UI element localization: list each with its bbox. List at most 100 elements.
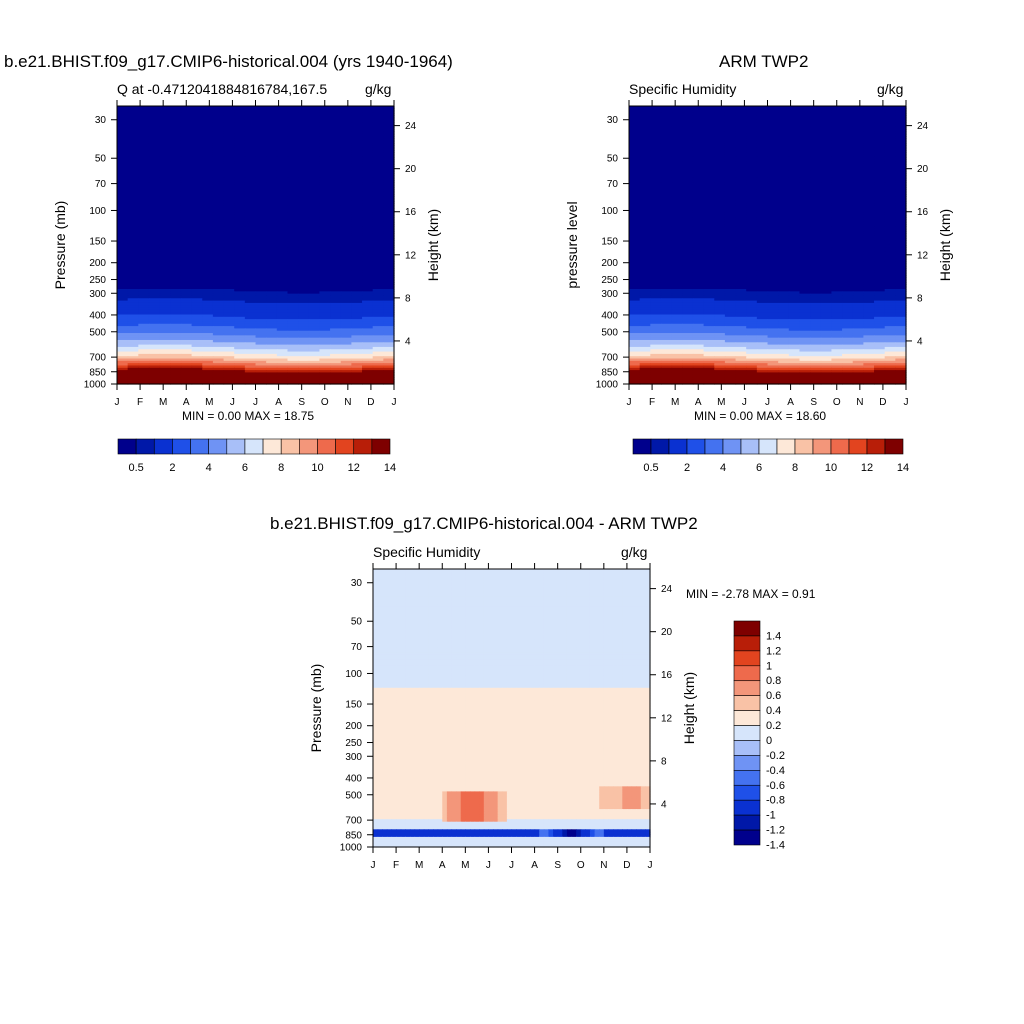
heatmap-cell: [810, 247, 822, 251]
heatmap-cell: [362, 133, 374, 137]
heatmap-cell: [266, 249, 278, 253]
heatmap-cell: [223, 307, 235, 311]
heatmap-cell: [255, 214, 267, 218]
heatmap-cell: [383, 219, 395, 223]
heatmap-cell: [746, 228, 758, 232]
heatmap-cell: [778, 198, 790, 202]
heatmap-cell: [372, 126, 384, 130]
heatmap-cell: [308, 136, 321, 140]
heatmap-cell: [287, 261, 299, 265]
heatmap-cell: [117, 333, 129, 336]
heatmap-cell: [692, 126, 705, 130]
heatmap-cell: [874, 242, 886, 246]
heatmap-cell: [340, 168, 352, 172]
heatmap-cell: [191, 173, 203, 177]
heatmap-cell: [170, 342, 182, 346]
heatmap-cell: [692, 214, 705, 218]
heatmap-cell: [276, 133, 289, 137]
heatmap-cell: [202, 321, 214, 325]
heatmap-cell: [255, 226, 267, 230]
heatmap-cell: [831, 180, 843, 184]
heatmap-cell: [255, 177, 267, 181]
heatmap-cell: [287, 235, 299, 239]
heatmap-cell: [671, 143, 683, 146]
heatmap-cell: [362, 240, 374, 244]
heatmap-cell: [276, 207, 289, 211]
heatmap-cell: [244, 295, 257, 299]
heatmap-cell: [340, 321, 352, 325]
heatmap-cell: [874, 247, 886, 251]
heatmap-cell: [191, 147, 203, 151]
heatmap-cell: [159, 261, 171, 265]
heatmap-cell: [148, 108, 161, 112]
heatmap-cell: [767, 108, 779, 112]
heatmap-cell: [746, 247, 758, 251]
heatmap-cell: [660, 112, 673, 116]
heatmap-cell: [276, 307, 289, 311]
heatmap-cell: [319, 286, 331, 290]
heatmap-cell: [724, 196, 737, 200]
heatmap-cell: [148, 370, 161, 374]
heatmap-cell: [372, 293, 384, 297]
heatmap-cell: [223, 126, 235, 130]
heatmap-cell: [372, 282, 384, 285]
heatmap-cell: [756, 106, 769, 109]
heatmap-cell: [319, 161, 331, 165]
heatmap-cell: [202, 177, 214, 181]
heatmap-cell: [223, 381, 235, 385]
heatmap-cell: [660, 145, 673, 149]
heatmap-cell: [159, 275, 171, 279]
heatmap-cell: [682, 166, 694, 170]
heatmap-cell: [746, 189, 758, 193]
heatmap-cell: [127, 349, 139, 353]
heatmap-cell: [244, 126, 257, 130]
heatmap-cell: [660, 251, 673, 255]
heatmap-cell: [255, 286, 267, 290]
heatmap-cell: [682, 129, 694, 133]
heatmap-cell: [319, 184, 331, 188]
heatmap-cell: [276, 337, 289, 341]
heatmap-cell: [266, 344, 278, 348]
heatmap-cell: [255, 300, 267, 304]
heatmap-cell: [682, 122, 694, 126]
heatmap-cell: [874, 231, 886, 235]
heatmap-cell: [180, 335, 193, 339]
heatmap-cell: [170, 261, 182, 265]
heatmap-cell: [244, 187, 257, 190]
heatmap-cell: [212, 173, 225, 177]
heatmap-cell: [308, 189, 321, 193]
heatmap-cell: [778, 256, 790, 260]
heatmap-cell: [287, 360, 299, 364]
heatmap-cell: [138, 305, 150, 309]
heatmap-cell: [266, 110, 278, 114]
heatmap-cell: [148, 198, 161, 202]
heatmap-cell: [660, 150, 673, 153]
heatmap-cell: [746, 214, 758, 218]
heatmap-cell: [127, 326, 139, 329]
heatmap-cell: [298, 314, 310, 318]
heatmap-cell: [703, 219, 715, 223]
heatmap-cell: [308, 175, 321, 179]
heatmap-cell: [244, 374, 257, 378]
heatmap-cell: [202, 131, 214, 135]
heatmap-cell: [788, 203, 801, 207]
heatmap-cell: [383, 168, 395, 172]
heatmap-cell: [884, 228, 896, 232]
heatmap-cell: [778, 152, 790, 156]
heatmap-cell: [682, 231, 694, 235]
heatmap-cell: [276, 321, 289, 325]
heatmap-cell: [234, 115, 246, 119]
heatmap-cell: [383, 106, 395, 109]
heatmap-cell: [287, 314, 299, 318]
heatmap-cell: [746, 163, 758, 167]
heatmap-cell: [117, 381, 129, 385]
heatmap-cell: [831, 196, 843, 200]
heatmap-cell: [778, 110, 790, 114]
heatmap-cell: [639, 263, 651, 267]
heatmap-cell: [170, 279, 182, 283]
heatmap-cell: [138, 180, 150, 184]
heatmap-cell: [223, 221, 235, 225]
heatmap-cell: [319, 173, 331, 177]
heatmap-cell: [127, 131, 139, 135]
heatmap-cell: [735, 221, 747, 225]
